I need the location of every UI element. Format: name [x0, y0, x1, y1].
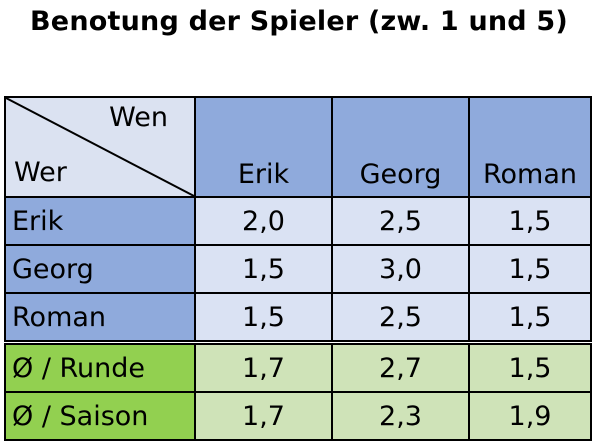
summary-row-season: Ø / Saison 1,7 2,3 1,9: [4, 391, 592, 441]
average-cell: 1,9: [468, 391, 592, 441]
grade-cell: 1,5: [468, 244, 592, 294]
table-row: Georg 1,5 3,0 1,5: [4, 244, 592, 294]
average-cell: 2,7: [331, 340, 470, 393]
column-header-erik: Erik: [194, 96, 333, 198]
grades-table: Wen Wer Erik Georg Roman Erik 2,0 2,5 1,…: [4, 96, 592, 441]
corner-top-label: Wen: [109, 102, 168, 133]
average-cell: 1,7: [194, 391, 333, 441]
summary-label-season: Ø / Saison: [4, 391, 196, 441]
row-header-georg: Georg: [4, 244, 196, 294]
row-header-roman: Roman: [4, 292, 196, 344]
table-row: Roman 1,5 2,5 1,5: [4, 292, 592, 344]
average-cell: 2,3: [331, 391, 470, 441]
diagonal-divider: [6, 98, 194, 196]
grade-cell: 1,5: [194, 244, 333, 294]
grade-cell: 2,5: [331, 196, 470, 246]
grade-cell: 2,5: [331, 292, 470, 344]
summary-label-round: Ø / Runde: [4, 340, 196, 393]
page-title: Benotung der Spieler (zw. 1 und 5): [30, 6, 568, 37]
corner-bottom-label: Wer: [14, 157, 67, 188]
average-cell: 1,5: [468, 340, 592, 393]
grade-cell: 1,5: [468, 292, 592, 344]
grade-cell: 2,0: [194, 196, 333, 246]
row-header-erik: Erik: [4, 196, 196, 246]
header-row: Wen Wer Erik Georg Roman: [4, 96, 592, 198]
grade-cell: 3,0: [331, 244, 470, 294]
corner-cell: Wen Wer: [4, 96, 196, 198]
grade-cell: 1,5: [468, 196, 592, 246]
grade-cell: 1,5: [194, 292, 333, 344]
summary-row-round: Ø / Runde 1,7 2,7 1,5: [4, 340, 592, 393]
average-cell: 1,7: [194, 340, 333, 393]
column-header-georg: Georg: [331, 96, 470, 198]
column-header-roman: Roman: [468, 96, 592, 198]
table-row: Erik 2,0 2,5 1,5: [4, 196, 592, 246]
